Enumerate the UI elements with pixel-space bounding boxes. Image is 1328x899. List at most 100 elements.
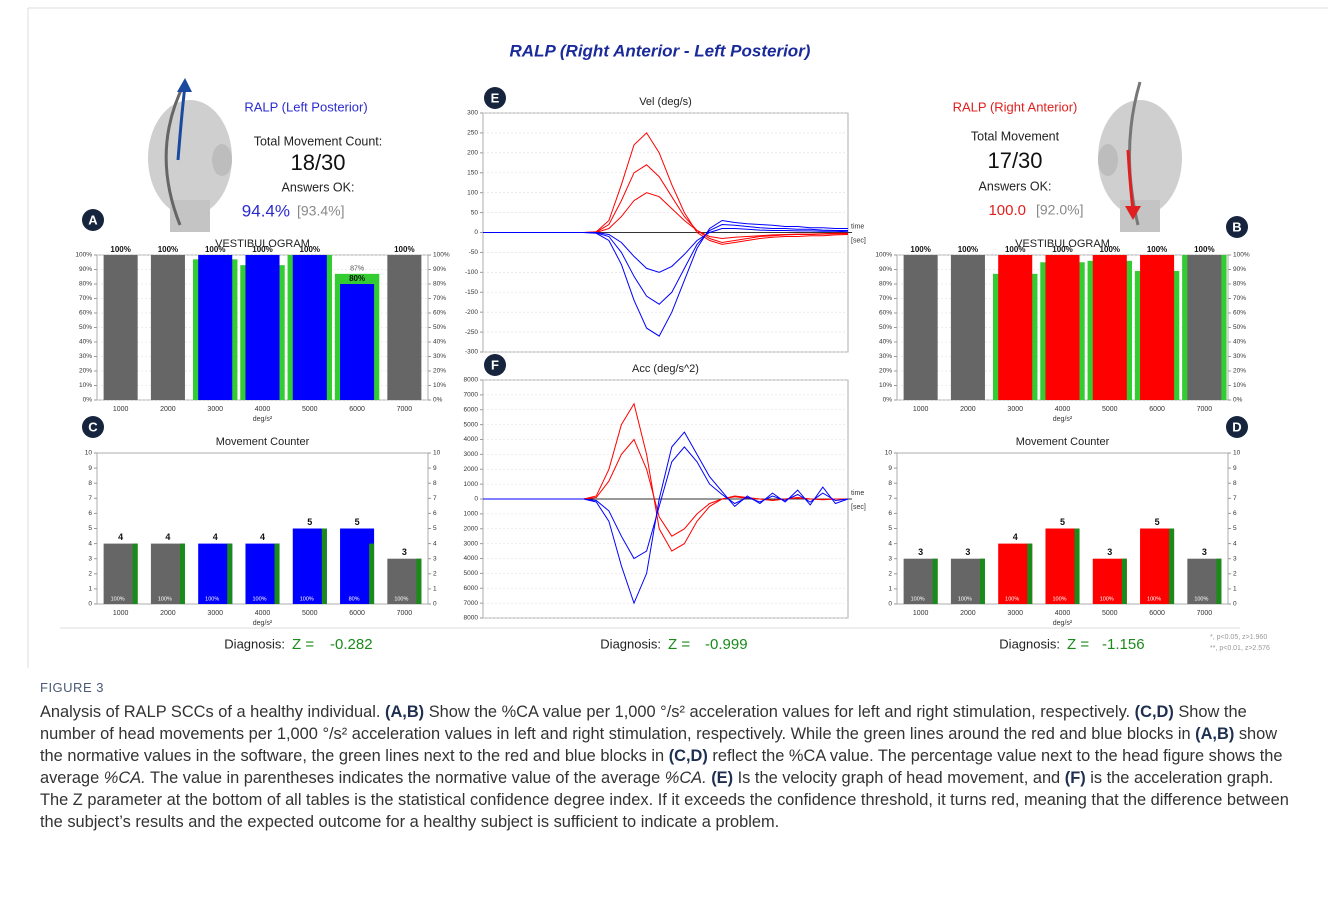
y-tick-label: 50	[471, 209, 479, 216]
significance: *, p<0.05, z>1.960	[1210, 634, 1267, 641]
panel-badge	[484, 87, 506, 109]
value-label: 100%	[1100, 245, 1120, 254]
y-tick-label: -200	[465, 309, 478, 316]
chart-title: Acc (deg/s^2)	[632, 363, 699, 375]
x-tick-label: 3000	[1007, 610, 1023, 617]
y-tick-label: 40%	[1233, 339, 1246, 346]
y-tick-label: 10%	[433, 382, 446, 389]
y-tick-label: -300	[465, 349, 478, 356]
ca-bar	[1216, 558, 1222, 604]
value-label: 5	[307, 517, 312, 527]
panel-badge	[1226, 216, 1248, 238]
x-tick-label: 1000	[113, 610, 129, 617]
y-tick-label: 3	[88, 555, 92, 562]
x-axis-label: deg/s²	[253, 416, 273, 423]
y-tick-label: 90%	[879, 266, 892, 273]
value-label: 100%	[1194, 245, 1214, 254]
value-label: 3	[402, 547, 407, 557]
caption-part: show the normative values in the softwar…	[40, 725, 1278, 765]
ca-label: 100%	[1005, 596, 1019, 602]
y-tick-label: 9	[888, 465, 892, 472]
panel-letter: A	[88, 212, 98, 227]
y-tick-label: 50%	[1233, 324, 1246, 331]
z-label: Z =	[1067, 636, 1089, 653]
bar	[387, 255, 422, 400]
x-tick-label: 5000	[1102, 610, 1118, 617]
y-tick-label: -250	[465, 329, 478, 336]
panel-letter: E	[491, 90, 500, 105]
y-tick-label: 70%	[79, 295, 92, 302]
y-tick-label: 10%	[79, 382, 92, 389]
x-tick-label: 1000	[913, 610, 929, 617]
bar	[1045, 528, 1080, 604]
value-label: 100%	[394, 245, 414, 254]
y-tick-label: 5000	[464, 421, 479, 428]
ca-bar	[1027, 543, 1033, 604]
y-tick-label: 6000	[464, 406, 479, 413]
value-label: 80%	[349, 274, 365, 283]
y-tick-label: 3000	[464, 451, 479, 458]
y-tick-label: 10	[885, 450, 893, 457]
figure: RALP (Right Anterior - Left Posterior) R…	[27, 7, 1328, 668]
caption-part: The value in parentheses indicates the n…	[145, 769, 665, 787]
x-tick-label: 3000	[207, 406, 223, 413]
y-tick-label: 5	[88, 525, 92, 532]
y-tick-label: 30%	[879, 353, 892, 360]
y-tick-label: 30%	[1233, 353, 1246, 360]
y-tick-label: 5000	[464, 570, 479, 577]
diagnosis-label: Diagnosis:	[224, 636, 285, 651]
x-annotation: time	[851, 223, 864, 230]
right-answers: 100.0	[988, 202, 1026, 219]
y-tick-label: 8	[433, 480, 437, 487]
value-label: 3	[1202, 547, 1207, 557]
y-tick-label: 4	[1233, 540, 1237, 547]
ca-label: 100%	[300, 596, 314, 602]
y-tick-label: 70%	[433, 295, 446, 302]
head-right	[1098, 81, 1182, 232]
z-label: Z =	[292, 636, 314, 653]
y-tick-label: 4000	[464, 555, 479, 562]
bar	[198, 543, 233, 604]
diagnosis-label: Diagnosis:	[999, 636, 1060, 651]
y-tick-label: 10	[1233, 450, 1241, 457]
caption-part: %CA.	[664, 769, 712, 787]
value-label: 4	[260, 532, 265, 542]
chart-title: VESTIBULOGRAM	[215, 238, 310, 250]
bar	[340, 528, 375, 604]
y-tick-label: 2000	[464, 525, 479, 532]
x-axis-label: deg/s²	[1053, 620, 1073, 627]
ca-label: 100%	[111, 596, 125, 602]
left-answers: 94.4%	[242, 201, 290, 220]
y-tick-label: 1	[433, 586, 437, 593]
bar	[998, 543, 1033, 604]
panel-badge	[82, 416, 104, 438]
value-label: 100%	[300, 245, 320, 254]
y-tick-label: 10%	[879, 382, 892, 389]
bar	[292, 255, 327, 400]
diagnosis: Diagnosis: Z = -0.282 Diagnosis: Z = -0.…	[224, 634, 1270, 653]
x-tick-label: 2000	[960, 610, 976, 617]
y-tick-label: 6	[1233, 510, 1237, 517]
y-tick-label: 50%	[79, 324, 92, 331]
caption-text: Analysis of RALP SCCs of a healthy indiv…	[40, 701, 1302, 833]
y-tick-label: 0	[888, 601, 892, 608]
y-tick-label: 9	[433, 465, 437, 472]
y-tick-label: 7	[888, 495, 892, 502]
bar	[1187, 558, 1222, 604]
y-tick-label: 60%	[433, 310, 446, 317]
value-label: 5	[355, 517, 360, 527]
y-tick-label: 40%	[879, 339, 892, 346]
caption-part: (A,B)	[1195, 725, 1235, 743]
caption: FIGURE 3 Analysis of RALP SCCs of a heal…	[40, 680, 1302, 833]
ca-bar	[274, 543, 280, 604]
y-tick-label: -50	[469, 249, 479, 256]
ca-label: 100%	[252, 596, 266, 602]
value-label: 100%	[158, 245, 178, 254]
y-tick-label: 0	[474, 496, 478, 503]
ca-bar	[932, 558, 938, 604]
y-tick-label: 6	[433, 510, 437, 517]
z-label: Z =	[668, 636, 690, 653]
caption-part: reflect the %CA value. The percentage va…	[40, 747, 1283, 787]
ca-bar	[179, 543, 185, 604]
y-tick-label: 60%	[1233, 310, 1246, 317]
